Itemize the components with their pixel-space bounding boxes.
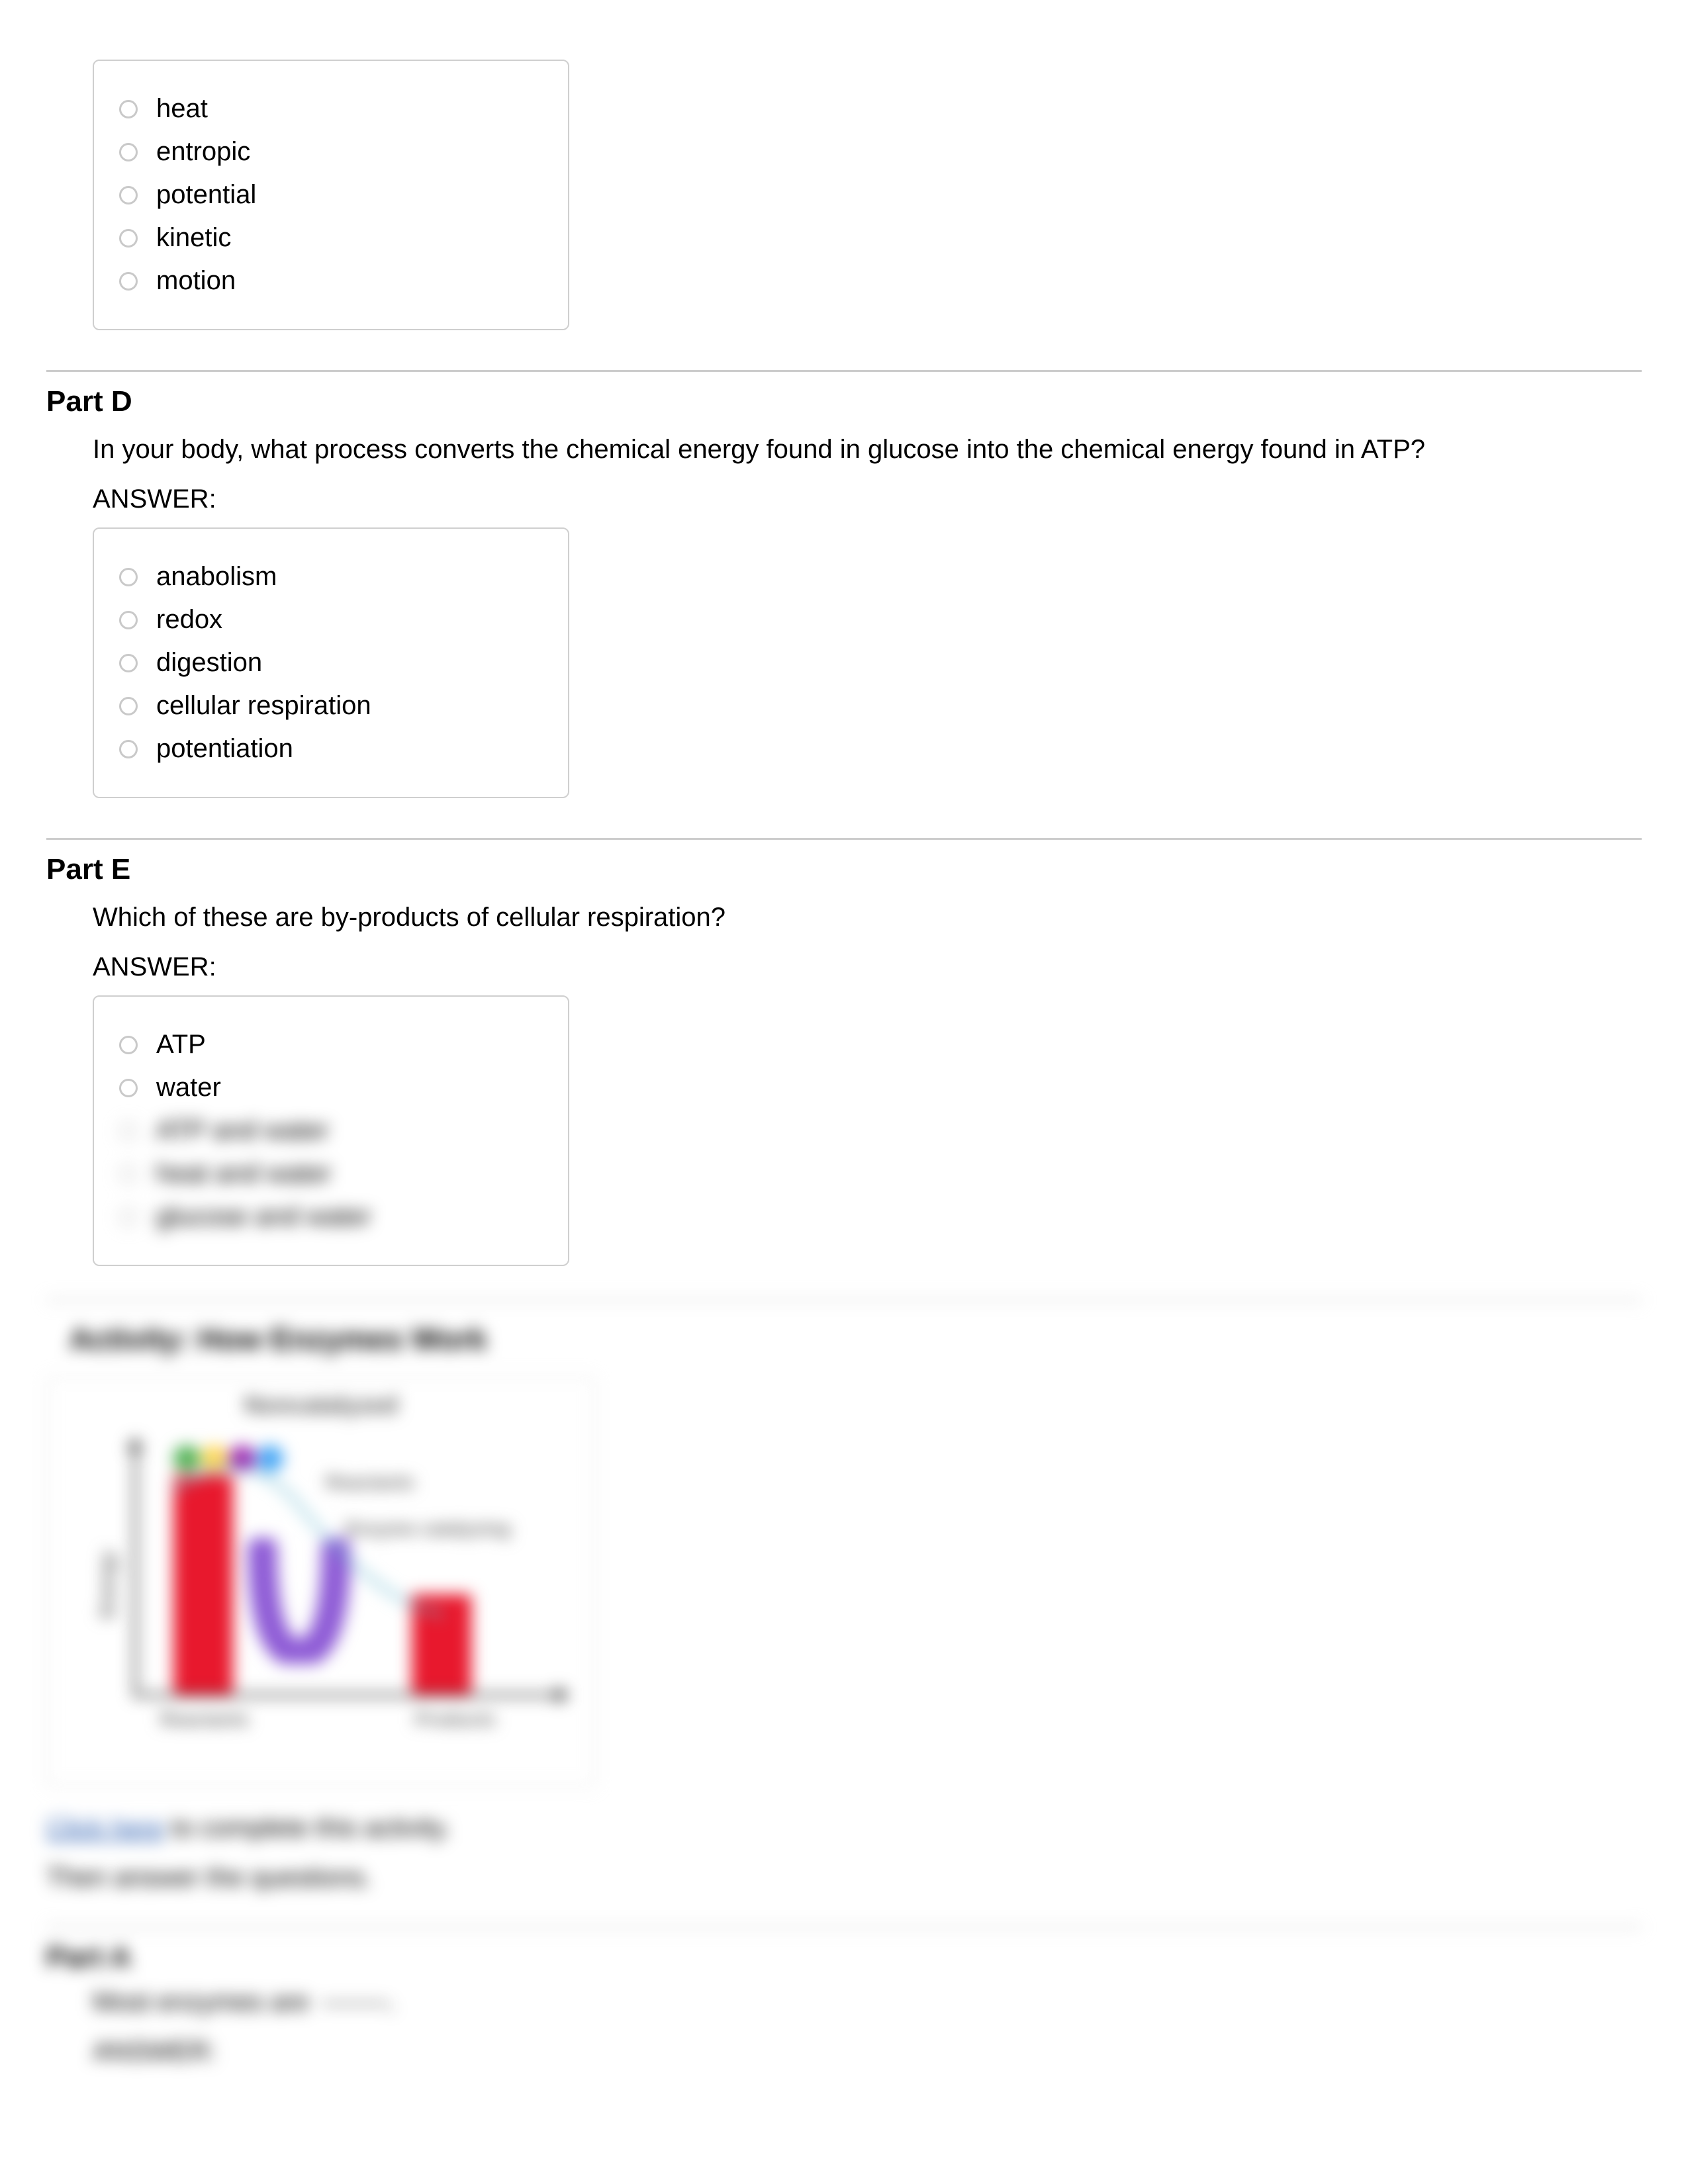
option-label: heat and water (156, 1159, 332, 1189)
part-a-answer-label: ANSWER: (93, 2037, 1642, 2067)
option-label: ATP (156, 1030, 206, 1060)
option-row[interactable]: anabolism (114, 555, 548, 598)
option-label: anabolism (156, 562, 277, 592)
blank-line (322, 2003, 388, 2005)
radio-icon[interactable] (119, 1036, 138, 1054)
option-row[interactable]: kinetic (114, 216, 548, 259)
chart-x-label-2: Products (415, 1709, 495, 1730)
option-row[interactable]: glucose and water (114, 1195, 548, 1238)
option-label: heat (156, 94, 208, 124)
radio-icon[interactable] (119, 1208, 138, 1226)
chart-bar-reactants (173, 1475, 233, 1694)
option-row[interactable]: ATP and water (114, 1109, 548, 1152)
dot-icon (173, 1445, 200, 1472)
section-divider (46, 838, 1642, 840)
chart-area: Energy Reactants Products (61, 1432, 581, 1737)
option-label: glucose and water (156, 1202, 371, 1232)
option-row[interactable]: entropic (114, 130, 548, 173)
chart-annotation-1: Reactants (326, 1472, 414, 1493)
part-d-title: Part D (46, 385, 1642, 418)
option-row[interactable]: motion (114, 259, 548, 302)
option-label: potential (156, 180, 256, 210)
option-label: potentiation (156, 734, 293, 764)
option-label: digestion (156, 648, 262, 678)
enzyme-shape-icon (246, 1538, 352, 1664)
option-row[interactable]: redox (114, 598, 548, 641)
activity-title: Activity: How Enzymes Work (70, 1321, 1642, 1357)
part-a-question: Most enzymes are . (93, 1987, 1642, 2017)
radio-icon[interactable] (119, 697, 138, 715)
dot-icon (257, 1445, 283, 1472)
option-row[interactable]: potential (114, 173, 548, 216)
option-row[interactable]: cellular respiration (114, 684, 548, 727)
radio-icon[interactable] (119, 1122, 138, 1140)
option-label: motion (156, 266, 236, 296)
option-label: kinetic (156, 223, 231, 253)
option-row[interactable]: digestion (114, 641, 548, 684)
radio-icon[interactable] (119, 229, 138, 248)
part-d-question: In your body, what process converts the … (93, 435, 1642, 465)
chart-y-label: Energy (97, 1551, 119, 1618)
option-label: ATP and water (156, 1116, 329, 1146)
part-a-question-text: Most enzymes are (93, 1987, 316, 2017)
chart-y-axis (134, 1439, 137, 1697)
option-row[interactable]: heat (114, 87, 548, 130)
option-row[interactable]: water (114, 1066, 548, 1109)
section-divider (46, 1926, 1642, 1928)
chart-molecule-dots (173, 1445, 283, 1472)
chart-x-axis (134, 1694, 568, 1697)
option-label: cellular respiration (156, 691, 371, 721)
option-row[interactable]: ATP (114, 1023, 548, 1066)
option-label: redox (156, 605, 222, 635)
radio-icon[interactable] (119, 611, 138, 629)
dot-icon (229, 1445, 256, 1472)
radio-icon[interactable] (119, 1165, 138, 1183)
section-divider (46, 1299, 1642, 1301)
dot-icon (201, 1445, 228, 1472)
part-a-title: Part A (46, 1941, 1642, 1974)
section-divider (46, 370, 1642, 372)
part-e-question: Which of these are by-products of cellul… (93, 903, 1642, 933)
options-box-d: anabolism redox digestion cellular respi… (93, 527, 569, 798)
radio-icon[interactable] (119, 143, 138, 161)
radio-icon[interactable] (119, 740, 138, 758)
part-e-answer-label: ANSWER: (93, 952, 1642, 982)
part-e-title: Part E (46, 853, 1642, 886)
activity-link-suffix: to complete this activity. (164, 1813, 451, 1843)
radio-icon[interactable] (119, 100, 138, 118)
radio-icon[interactable] (119, 568, 138, 586)
enzyme-chart: Noncatalyzed Energy Reactants Products (46, 1377, 596, 1787)
options-box-c: heat entropic potential kinetic motion (93, 60, 569, 330)
option-label: water (156, 1073, 221, 1103)
radio-icon[interactable] (119, 272, 138, 291)
option-row[interactable]: heat and water (114, 1152, 548, 1195)
activity-link-line: Click here to complete this activity. (46, 1813, 1642, 1843)
chart-legend: Noncatalyzed (61, 1391, 581, 1419)
chart-bar-products (412, 1594, 471, 1694)
chart-energy-curve (164, 1462, 534, 1680)
chart-x-label-1: Reactants (160, 1709, 249, 1730)
activity-instruction: Then answer the questions. (46, 1863, 1642, 1893)
option-label: entropic (156, 137, 250, 167)
radio-icon[interactable] (119, 1079, 138, 1097)
radio-icon[interactable] (119, 654, 138, 672)
chart-annotation-2: Enzyme catalyzing (346, 1518, 510, 1539)
options-box-e: ATP water ATP and water heat and water g… (93, 995, 569, 1266)
radio-icon[interactable] (119, 186, 138, 205)
option-row[interactable]: potentiation (114, 727, 548, 770)
part-d-answer-label: ANSWER: (93, 484, 1642, 514)
activity-link[interactable]: Click here (46, 1813, 164, 1843)
